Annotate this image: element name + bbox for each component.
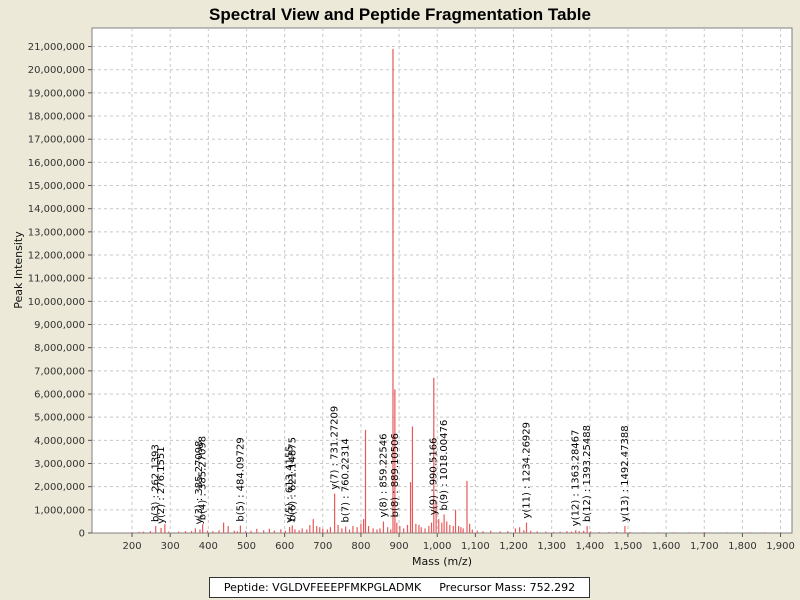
chart-title: Spectral View and Peptide Fragmentation … xyxy=(209,5,591,24)
y-tick-label: 11,000,000 xyxy=(28,274,85,285)
y-tick-label: 15,000,000 xyxy=(28,181,85,192)
x-tick-label: 1,200 xyxy=(499,541,528,552)
x-tick-label: 500 xyxy=(237,541,256,552)
x-axis: 200 300 400 500 600 700 800 900 1,000 1,100 1,200 1… xyxy=(123,533,795,552)
y-tick-label: 20,000,000 xyxy=(28,65,85,76)
peptide-sequence: Peptide: VGLDVFEEEPFMKPGLADMK xyxy=(223,581,422,594)
y-tick-label: 21,000,000 xyxy=(28,42,85,53)
fragment-annotation: b(9) : 1018.00476 xyxy=(439,420,450,511)
y-tick-label: 9,000,000 xyxy=(34,320,85,331)
fragment-annotation: y(2) : 276.1551 xyxy=(156,446,167,524)
y-tick-label: 12,000,000 xyxy=(28,251,85,262)
fragment-annotation: b(6) : 621.14875 xyxy=(288,437,299,521)
fragment-annotation: y(12) : 1363.28467 xyxy=(571,430,582,527)
y-tick-label: 7,000,000 xyxy=(34,366,85,377)
x-tick-label: 400 xyxy=(199,541,218,552)
y-axis: 0 1,000,000 2,000,000 3,000,000 4,000,000 5,0… xyxy=(28,42,92,540)
peaks-layer xyxy=(131,48,782,533)
y-axis-label: Peak Intensity xyxy=(12,231,25,309)
x-tick-label: 600 xyxy=(275,541,294,552)
precursor-mass: Precursor Mass: 752.292 xyxy=(439,581,576,594)
x-tick-label: 1,300 xyxy=(537,541,566,552)
y-tick-label: 16,000,000 xyxy=(28,158,85,169)
x-tick-label: 1,000 xyxy=(423,541,452,552)
y-tick-label: 8,000,000 xyxy=(34,343,85,354)
y-tick-label: 4,000,000 xyxy=(34,436,85,447)
fragment-annotation: b(8) : 889.10506 xyxy=(390,433,401,517)
x-tick-label: 1,900 xyxy=(766,541,795,552)
x-tick-label: 300 xyxy=(161,541,180,552)
y-tick-label: 17,000,000 xyxy=(28,135,85,146)
fragment-annotation: y(13) : 1492.47388 xyxy=(620,425,631,522)
y-tick-label: 2,000,000 xyxy=(34,482,85,493)
fragment-annotation: y(3) : 385.27098 xyxy=(194,440,205,524)
x-tick-label: 700 xyxy=(313,541,332,552)
x-tick-label: 1,800 xyxy=(728,541,757,552)
fragment-annotation: b(12) : 1393.25488 xyxy=(582,425,593,522)
x-axis-label: Mass (m/z) xyxy=(412,555,472,568)
y-tick-label: 18,000,000 xyxy=(28,112,85,123)
y-tick-label: 1,000,000 xyxy=(34,505,85,516)
peptide-info-box: Peptide: VGLDVFEEEPFMKPGLADMK Precursor … xyxy=(209,577,590,598)
fragment-annotation: y(8) : 859.22546 xyxy=(378,434,389,518)
y-tick-label: 3,000,000 xyxy=(34,459,85,470)
y-tick-label: 14,000,000 xyxy=(28,204,85,215)
fragment-annotation: y(9) : 990.5166 xyxy=(428,438,439,516)
fragment-annotation: b(3) : 262.1393 xyxy=(151,444,162,522)
x-tick-label: 900 xyxy=(390,541,409,552)
fragment-annotation: y(5) : 613.4155 xyxy=(285,445,296,523)
x-tick-label: 1,100 xyxy=(461,541,490,552)
y-tick-label: 13,000,000 xyxy=(28,227,85,238)
y-tick-label: 10,000,000 xyxy=(28,297,85,308)
x-tick-label: 1,500 xyxy=(614,541,643,552)
x-tick-label: 800 xyxy=(351,541,370,552)
x-tick-label: 1,700 xyxy=(690,541,719,552)
grid-layer xyxy=(92,28,792,533)
fragment-annotation: b(4) : 385.27098 xyxy=(198,436,209,520)
x-tick-label: 1,600 xyxy=(652,541,681,552)
fragment-annotation: b(5) : 484.09729 xyxy=(235,437,246,521)
fragment-annotation: y(11) : 1234.26929 xyxy=(521,422,532,519)
y-tick-label: 6,000,000 xyxy=(34,390,85,401)
x-tick-label: 1,400 xyxy=(575,541,604,552)
y-tick-label: 0 xyxy=(79,529,85,540)
fragment-annotation: y(7) : 731.27209 xyxy=(330,406,341,490)
fragment-annotation: b(7) : 760.22314 xyxy=(341,438,352,522)
x-tick-label: 200 xyxy=(123,541,142,552)
y-tick-label: 5,000,000 xyxy=(34,413,85,424)
y-tick-label: 19,000,000 xyxy=(28,88,85,99)
